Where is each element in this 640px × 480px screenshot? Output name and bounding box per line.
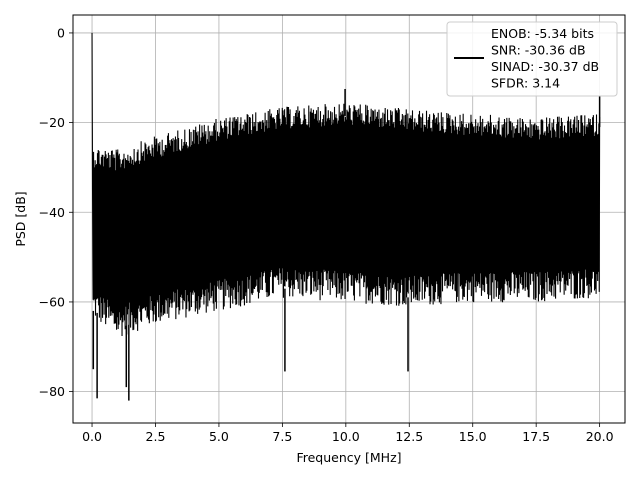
x-tick-label: 15.0: [459, 429, 487, 444]
x-axis-label: Frequency [MHz]: [296, 450, 401, 465]
axes-frame: [72, 14, 626, 424]
x-tick-label: 7.5: [272, 429, 292, 444]
legend-series-label: ENOB: -5.34 bits SNR: -30.36 dB SINAD: -30…: [491, 26, 599, 91]
x-tick-label: 10.0: [332, 429, 360, 444]
x-tick-label: 17.5: [522, 429, 550, 444]
legend-box: [446, 21, 618, 97]
y-tick-label: 0: [57, 25, 65, 40]
x-tick-label: 0.0: [82, 429, 102, 444]
x-tick-label: 2.5: [146, 429, 166, 444]
y-tick-label: −60: [39, 294, 65, 309]
x-tick-label: 5.0: [209, 429, 229, 444]
y-tick-label: −80: [39, 384, 65, 399]
x-axis-ticks: 0.0 2.5 5.0 7.5 10.0 12.5 15.0 17.5 20.0: [82, 423, 614, 444]
legend: ENOB: -5.34 bits SNR: -30.36 dB SINAD: -30…: [446, 21, 618, 97]
y-tick-label: −40: [39, 205, 65, 220]
x-tick-label: 12.5: [395, 429, 423, 444]
psd-trace: [91, 32, 601, 336]
y-axis-label: PSD [dB]: [13, 191, 28, 246]
legend-label: ENOB: -5.34 bits SNR: -30.36 dB SINAD: -30…: [491, 26, 599, 91]
x-tick-label: 20.0: [586, 429, 614, 444]
y-tick-label: −20: [39, 115, 65, 130]
y-axis-ticks: 0 −20 −40 −60 −80: [39, 25, 73, 399]
psd-trace-layer: [91, 32, 601, 401]
